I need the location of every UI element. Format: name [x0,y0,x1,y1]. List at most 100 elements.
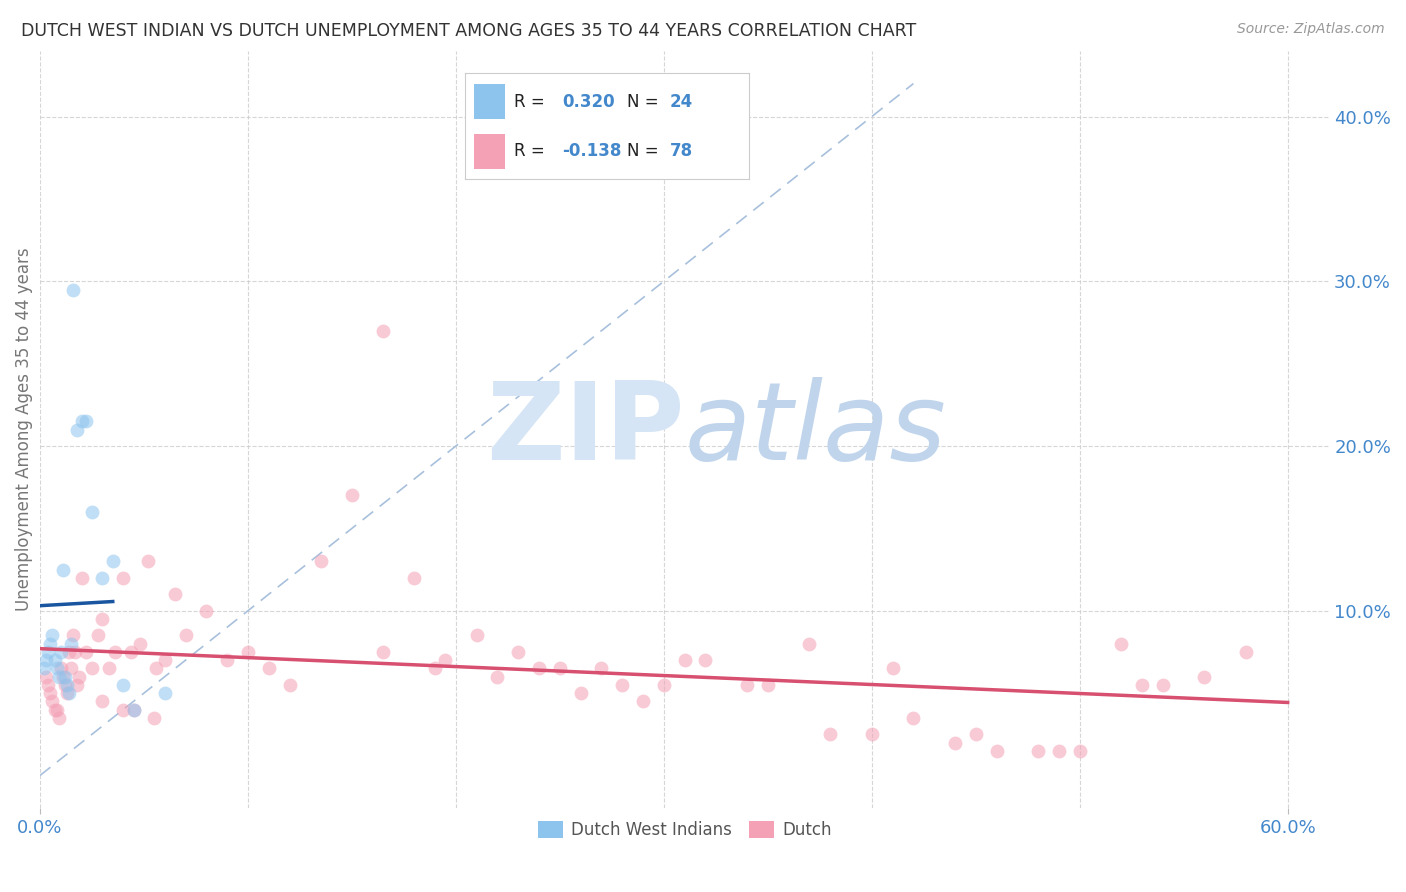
Point [101,554,124,568]
Point [735,678,758,692]
Point [486,670,509,684]
Point [860,727,883,741]
Point [112,703,135,717]
Point [1047,744,1070,758]
Point [465,628,488,642]
Point [104,645,127,659]
Point [80,661,103,675]
Point [65,645,87,659]
Point [153,653,176,667]
Point [39,686,62,700]
Point [37,678,59,692]
Point [569,686,592,700]
Point [56,686,79,700]
Point [37,645,59,659]
Point [695,653,717,667]
Point [52,670,75,684]
Point [112,571,135,585]
Point [62,283,84,297]
Point [631,694,654,708]
Point [165,587,187,601]
Point [62,628,84,642]
Point [32,661,55,675]
Point [49,661,72,675]
Point [97,661,120,675]
Point [278,678,301,692]
Point [903,711,925,725]
Point [60,637,83,651]
Point [612,678,634,692]
Point [434,653,457,667]
Text: DUTCH WEST INDIAN VS DUTCH UNEMPLOYMENT AMONG AGES 35 TO 44 YEARS CORRELATION CH: DUTCH WEST INDIAN VS DUTCH UNEMPLOYMENT … [21,22,917,40]
Point [652,678,675,692]
Point [45,703,67,717]
Point [943,735,966,749]
Point [1026,744,1049,758]
Point [121,645,143,659]
Point [591,661,613,675]
Point [1111,637,1133,651]
Point [87,628,110,642]
Point [35,670,58,684]
Point [195,604,218,618]
Point [143,711,166,725]
Point [548,661,571,675]
Point [60,661,83,675]
Point [45,661,67,675]
Point [70,414,93,428]
Point [145,661,167,675]
Point [508,645,530,659]
Point [217,653,239,667]
Point [818,727,841,741]
Point [128,637,150,651]
Point [122,703,145,717]
Point [136,554,159,568]
Point [39,637,62,651]
Point [35,653,58,667]
Text: ZIP: ZIP [486,376,685,483]
Point [91,571,114,585]
Point [673,653,696,667]
Point [371,645,394,659]
Point [986,744,1008,758]
Point [58,645,80,659]
Point [309,554,332,568]
Point [75,414,97,428]
Point [1234,645,1257,659]
Point [404,571,426,585]
Point [371,324,394,338]
Point [153,686,176,700]
Point [1152,678,1174,692]
Point [112,678,135,692]
Point [756,678,779,692]
Point [122,703,145,717]
Point [52,563,75,577]
Text: Source: ZipAtlas.com: Source: ZipAtlas.com [1237,22,1385,37]
Legend: Dutch West Indians, Dutch: Dutch West Indians, Dutch [531,814,838,846]
Point [91,694,114,708]
Point [69,670,91,684]
Point [882,661,904,675]
Point [44,653,66,667]
Point [1194,670,1216,684]
Point [527,661,550,675]
Point [49,645,72,659]
Point [58,686,80,700]
Point [41,694,63,708]
Point [44,703,66,717]
Point [66,678,89,692]
Point [174,628,197,642]
Point [340,488,363,502]
Point [423,661,446,675]
Y-axis label: Unemployment Among Ages 35 to 44 years: Unemployment Among Ages 35 to 44 years [15,248,32,611]
Text: atlas: atlas [685,377,946,482]
Point [1069,744,1091,758]
Point [75,645,97,659]
Point [53,678,76,692]
Point [965,727,987,741]
Point [91,612,114,626]
Point [41,628,63,642]
Point [257,661,280,675]
Point [80,505,103,519]
Point [236,645,259,659]
